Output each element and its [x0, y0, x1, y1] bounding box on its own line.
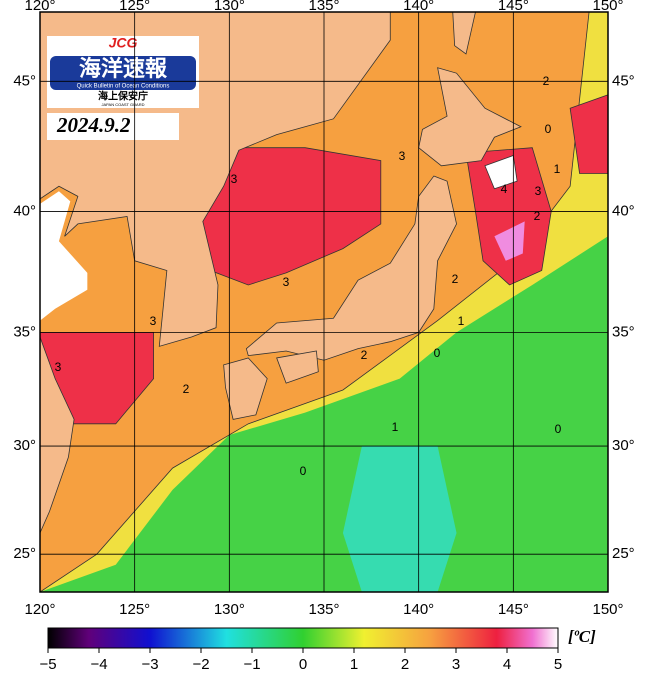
contour-label: 3 [399, 149, 406, 163]
colorbar-tick-label: 1 [350, 656, 358, 673]
colorbar-tick-label: 4 [503, 656, 511, 673]
lon-tick-label: 130° [214, 0, 245, 14]
colorbar-tick-label: −4 [90, 656, 107, 673]
lat-tick-label: 45° [13, 72, 36, 89]
contour-label: 2 [183, 382, 190, 396]
colorbar-tick-label: −5 [39, 656, 56, 673]
contour-label: 2 [452, 272, 459, 286]
logo-agency: 海上保安庁 [98, 90, 148, 103]
lon-tick-label: 130° [214, 601, 245, 618]
sea-cool [342, 446, 457, 592]
colorbar-tick-label: −2 [192, 656, 209, 673]
land-sakhalin [452, 12, 476, 55]
logo-abbr: JCG [109, 35, 138, 51]
lon-tick-label: 125° [119, 0, 150, 14]
lon-tick-label: 125° [119, 601, 150, 618]
colorbar [47, 627, 559, 649]
colorbar-tick-label: 5 [554, 656, 562, 673]
lat-tick-label: 30° [612, 437, 635, 454]
colorbar-tick-label: −1 [243, 656, 260, 673]
colorbar-tick-label: 2 [401, 656, 409, 673]
data-gap [40, 191, 88, 321]
contour-label: 2 [534, 209, 541, 223]
land-hokkaido [418, 67, 522, 167]
logo-subtitle: Quick Bulletin of Ocean Conditions [77, 84, 170, 90]
lon-tick-label: 135° [308, 601, 339, 618]
lon-tick-label: 135° [308, 0, 339, 14]
lat-tick-label: 30° [13, 437, 36, 454]
contour-label: 0 [545, 122, 552, 136]
lon-tick-label: 120° [24, 601, 55, 618]
land-shikoku [276, 350, 319, 384]
lon-tick-label: 140° [403, 601, 434, 618]
lon-tick-label: 145° [498, 0, 529, 14]
contour-label: 2 [361, 348, 368, 362]
logo: JCG 海洋速報 Quick Bulletin of Ocean Conditi… [47, 35, 199, 108]
contour-label: 2 [543, 74, 550, 88]
lat-tick-label: 25° [612, 545, 635, 562]
contour-label: 0 [434, 346, 441, 360]
lat-tick-label: 40° [612, 202, 635, 219]
lat-tick-label: 40° [13, 202, 36, 219]
lon-tick-label: 150° [592, 0, 623, 14]
colorbar-unit: [ºC] [568, 627, 596, 646]
contour-label: 0 [555, 422, 562, 436]
lon-tick-label: 140° [403, 0, 434, 14]
lat-tick-label: 45° [612, 72, 635, 89]
lon-tick-label: 150° [592, 601, 623, 618]
lat-tick-label: 35° [13, 323, 36, 340]
lon-tick-label: 120° [24, 0, 55, 14]
colorbar-tick-label: −3 [141, 656, 158, 673]
contour-label: 1 [392, 420, 399, 434]
contour-label: 3 [283, 275, 290, 289]
colorbar-tick-label: 0 [299, 656, 307, 673]
land-kyushu [223, 357, 268, 420]
contour-label: 4 [501, 182, 508, 196]
contour-label: 1 [458, 314, 465, 328]
contour-label: 3 [150, 314, 157, 328]
logo-title: 海洋速報 [79, 56, 168, 81]
logo-agency-en: JAPAN COAST GUARD [102, 102, 145, 107]
contour-label: 0 [300, 464, 307, 478]
contour-label: 3 [231, 172, 238, 186]
contour-label: 3 [55, 360, 62, 374]
date-box [47, 113, 179, 140]
lon-tick-label: 145° [498, 601, 529, 618]
sea-hot-east [569, 94, 608, 174]
lat-tick-label: 25° [13, 545, 36, 562]
land-honshu [245, 175, 457, 361]
sea-hot-kuroshio [465, 147, 552, 286]
colorbar-tick-label: 3 [452, 656, 460, 673]
contour-label: 3 [535, 184, 542, 198]
lat-tick-label: 35° [612, 323, 635, 340]
land-china [40, 336, 75, 534]
contour-label: 1 [554, 162, 561, 176]
sea-peak [484, 154, 518, 190]
date: 2024.9.2 [56, 113, 131, 137]
sea-peak-2 [494, 221, 525, 261]
